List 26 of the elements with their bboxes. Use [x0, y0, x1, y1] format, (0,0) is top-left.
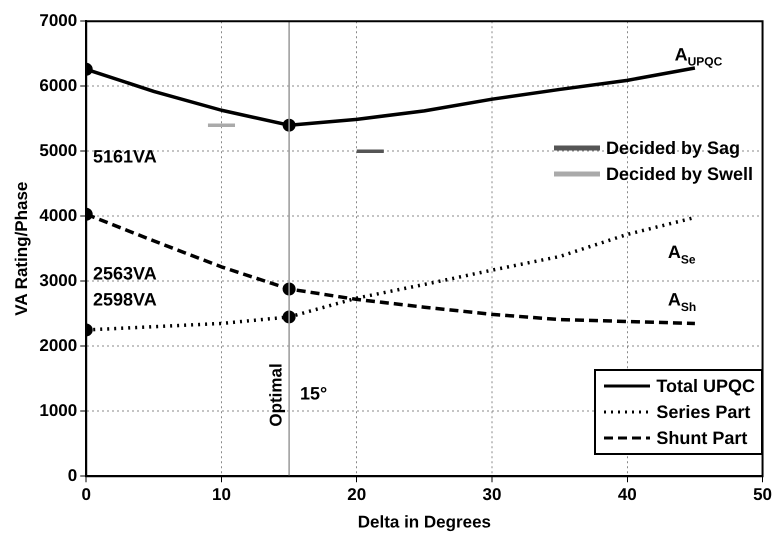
legend-label: Total UPQC [656, 376, 755, 396]
y-tick-label: 2000 [39, 336, 78, 355]
y-tick-label: 4000 [39, 206, 78, 225]
x-tick-label: 40 [618, 485, 637, 504]
x-tick-label: 20 [347, 485, 366, 504]
x-tick-label: 0 [81, 485, 91, 504]
legend-label: Series Part [656, 402, 750, 422]
annotation: 2563VA [92, 264, 157, 284]
annotation: 15° [300, 383, 328, 404]
y-axis-title: VA Rating/Phase [12, 182, 31, 316]
ref-line-label: Optimal [266, 363, 286, 427]
y-tick-label: 3000 [39, 270, 78, 290]
x-axis-title: Delta in Degrees [358, 512, 491, 532]
legend-label: Decided by Sag [606, 138, 740, 158]
annotation: 5161VA [92, 146, 157, 167]
y-tick-label: 5000 [39, 140, 78, 160]
legend-label: Decided by Swell [606, 164, 753, 184]
annotation: 2598VA [92, 290, 157, 310]
x-tick-label: 30 [482, 485, 502, 504]
y-tick-label: 7000 [39, 10, 78, 30]
x-tick-label: 10 [212, 485, 231, 504]
y-tick-label: 6000 [39, 76, 78, 95]
legend-label: Shunt Part [656, 428, 748, 448]
y-tick-label: 0 [68, 466, 78, 485]
x-tick-label: 50 [753, 485, 772, 504]
y-tick-label: 1000 [39, 400, 78, 420]
